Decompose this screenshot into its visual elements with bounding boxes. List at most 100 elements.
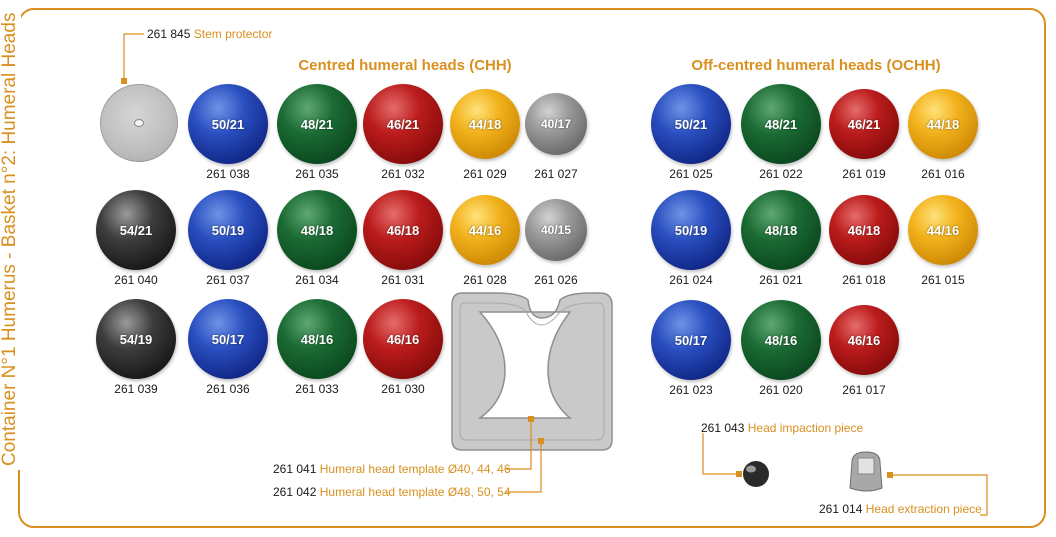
stem-protector-text: Stem protector [193,27,273,41]
head-code-label: 261 016 [921,167,965,181]
head-code-label: 261 033 [295,382,339,396]
head-size-label: 50/21 [674,116,708,132]
head-size-label: 46/16 [847,332,881,348]
impaction-text: Head impaction piece [747,421,864,435]
template-code-2: 261 042 [273,485,317,499]
head-code-label: 261 020 [759,383,803,397]
head-size-label: 46/18 [386,222,420,238]
chh-head-261-032: 46/21 [363,84,443,164]
head-size-label: 44/18 [468,116,502,132]
head-size-label: 48/16 [300,331,334,347]
head-size-label: 48/21 [764,116,798,132]
head-code-label: 261 024 [669,273,713,287]
head-code-label: 261 035 [295,167,339,181]
head-size-label: 48/18 [764,222,798,238]
head-code-label: 261 017 [842,383,886,397]
template-text-1: Humeral head template Ø40, 44, 46 [319,462,511,476]
head-code-label: 261 032 [381,167,425,181]
head-size-label: 50/17 [674,332,708,348]
chh-section-title: Centred humeral heads (CHH) [298,57,512,74]
ochh-head-261-021: 48/18 [741,190,821,270]
head-code-label: 261 038 [206,167,250,181]
head-code-label: 261 027 [534,167,578,181]
head-size-label: 50/17 [211,331,245,347]
head-size-label: 50/19 [674,222,708,238]
ochh-head-261-019: 46/21 [829,89,899,159]
chh-head-261-034: 48/18 [277,190,357,270]
head-size-label: 54/19 [119,331,153,347]
chh-head-261-039: 54/19 [96,299,176,379]
head-code-label: 261 034 [295,273,339,287]
chh-head-261-035: 48/21 [277,84,357,164]
head-extraction-piece [849,451,883,492]
head-size-label: 40/17 [540,117,572,131]
head-size-label: 46/18 [847,222,881,238]
impaction-code: 261 043 [701,421,745,435]
template-label-2: 261 042 Humeral head template Ø48, 50, 5… [273,485,511,499]
head-size-label: 46/21 [386,116,420,132]
impaction-label: 261 043 Head impaction piece [701,421,863,435]
head-code-label: 261 030 [381,382,425,396]
ochh-head-261-016: 44/18 [908,89,978,159]
ochh-head-261-015: 44/16 [908,195,978,265]
head-code-label: 261 031 [381,273,425,287]
head-code-label: 261 023 [669,383,713,397]
ochh-head-261-023: 50/17 [651,300,731,380]
head-size-label: 46/16 [386,331,420,347]
ochh-head-261-017: 46/16 [829,305,899,375]
head-size-label: 48/18 [300,222,334,238]
head-size-label: 50/21 [211,116,245,132]
head-code-label: 261 021 [759,273,803,287]
head-code-label: 261 015 [921,273,965,287]
chh-head-261-030: 46/16 [363,299,443,379]
head-code-label: 261 026 [534,273,578,287]
extraction-text: Head extraction piece [865,502,982,516]
head-code-label: 261 039 [114,382,158,396]
head-code-label: 261 036 [206,382,250,396]
chh-head-261-033: 48/16 [277,299,357,379]
head-code-label: 261 028 [463,273,507,287]
head-size-label: 40/15 [540,223,572,237]
head-code-label: 261 025 [669,167,713,181]
head-code-label: 261 040 [114,273,158,287]
head-size-label: 44/16 [926,222,960,238]
stem-protector-label: 261 845 Stem protector [147,27,272,41]
chh-head-261-031: 46/18 [363,190,443,270]
head-code-label: 261 022 [759,167,803,181]
head-size-label: 44/16 [468,222,502,238]
chh-head-261-026: 40/15 [525,199,587,261]
head-size-label: 54/21 [119,222,153,238]
ochh-head-261-020: 48/16 [741,300,821,380]
stem-protector-hole [134,119,144,127]
template-text-2: Humeral head template Ø48, 50, 54 [319,485,511,499]
chh-head-261-040: 54/21 [96,190,176,270]
head-size-label: 48/21 [300,116,334,132]
head-code-label: 261 029 [463,167,507,181]
head-size-label: 44/18 [926,116,960,132]
humeral-head-template [451,292,613,451]
head-code-label: 261 037 [206,273,250,287]
head-size-label: 50/19 [211,222,245,238]
ochh-head-261-025: 50/21 [651,84,731,164]
ochh-head-261-018: 46/18 [829,195,899,265]
stem-protector [100,84,178,162]
chh-head-261-036: 50/17 [188,299,268,379]
chh-head-261-028: 44/16 [450,195,520,265]
extraction-label: 261 014 Head extraction piece [819,502,982,516]
head-code-label: 261 019 [842,167,886,181]
chh-head-261-027: 40/17 [525,93,587,155]
stem-protector-code: 261 845 [147,27,191,41]
ochh-section-title: Off-centred humeral heads (OCHH) [691,57,941,74]
head-impaction-piece [743,461,769,487]
chh-head-261-029: 44/18 [450,89,520,159]
template-code-1: 261 041 [273,462,317,476]
ochh-head-261-022: 48/21 [741,84,821,164]
chh-head-261-038: 50/21 [188,84,268,164]
head-size-label: 46/21 [847,116,881,132]
template-label-1: 261 041 Humeral head template Ø40, 44, 4… [273,462,511,476]
head-code-label: 261 018 [842,273,886,287]
chh-head-261-037: 50/19 [188,190,268,270]
extraction-code: 261 014 [819,502,863,516]
ochh-head-261-024: 50/19 [651,190,731,270]
